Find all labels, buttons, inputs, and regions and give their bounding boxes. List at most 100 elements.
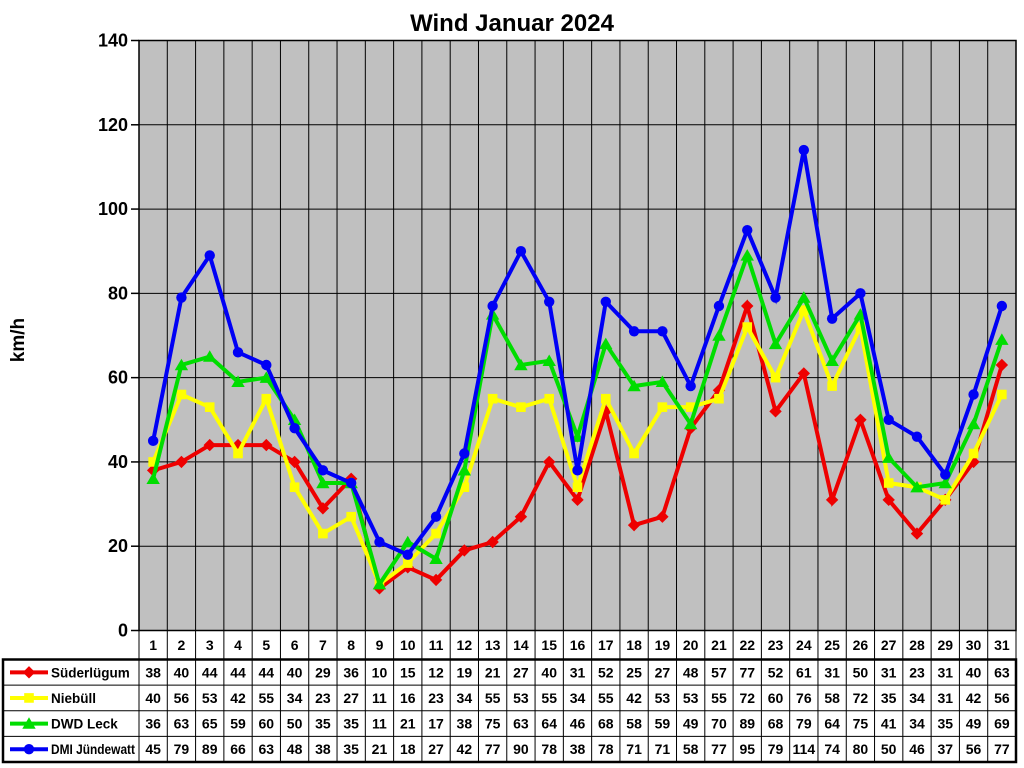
data-point-marker-triangle xyxy=(316,476,330,489)
legend-label: DMI Jündewatt xyxy=(51,742,135,757)
data-point-marker-square xyxy=(600,393,611,404)
table-value-cell: 72 xyxy=(739,690,755,706)
table-value-cell: 29 xyxy=(315,664,331,680)
table-value-cell: 53 xyxy=(513,690,529,706)
table-value-cell: 65 xyxy=(202,716,218,732)
table-value-cell: 57 xyxy=(711,664,727,680)
table-value-cell: 53 xyxy=(202,690,218,706)
table-value-cell: 77 xyxy=(711,741,727,757)
data-point-marker-circle xyxy=(261,359,272,371)
table-value-cell: 64 xyxy=(541,716,557,732)
data-point-marker-triangle xyxy=(259,371,274,383)
table-value-cell: 79 xyxy=(174,741,190,757)
data-point-marker-square xyxy=(318,528,328,539)
day-header-cell: 18 xyxy=(626,637,642,653)
table-value-cell: 35 xyxy=(937,716,953,732)
data-point-marker-triangle xyxy=(966,417,981,430)
data-point-marker-circle xyxy=(798,144,810,156)
legend-label: DWD Leck xyxy=(51,717,118,732)
day-header-cell: 19 xyxy=(655,637,671,653)
table-value-cell: 41 xyxy=(881,716,897,732)
data-point-marker-diamond xyxy=(458,544,471,557)
day-header-cell: 6 xyxy=(291,637,299,653)
day-header-cell: 25 xyxy=(824,637,840,653)
day-header-cell: 21 xyxy=(711,637,727,653)
data-point-marker-triangle xyxy=(372,577,387,590)
day-header-cell: 23 xyxy=(768,637,784,653)
data-point-marker-diamond xyxy=(288,455,301,469)
table-value-cell: 48 xyxy=(287,741,303,757)
table-value-cell: 10 xyxy=(372,664,388,680)
data-point-marker-square xyxy=(346,511,356,522)
day-header-cell: 3 xyxy=(206,637,214,653)
table-value-cell: 79 xyxy=(768,741,784,757)
table-value-cell: 18 xyxy=(400,741,416,757)
plot-area xyxy=(139,40,1016,631)
data-point-marker-square xyxy=(233,448,243,459)
y-tick-label: 120 xyxy=(98,115,128,135)
data-point-marker-circle xyxy=(600,296,611,307)
data-point-marker-diamond xyxy=(543,455,556,469)
data-point-marker-square xyxy=(289,482,300,493)
table-value-cell: 56 xyxy=(994,690,1010,706)
table-value-cell: 38 xyxy=(315,741,331,757)
data-point-marker-circle xyxy=(544,296,555,307)
data-point-marker-circle xyxy=(232,347,244,358)
data-point-marker-square xyxy=(204,402,215,412)
table-value-cell: 21 xyxy=(485,664,501,680)
table-value-cell: 77 xyxy=(994,741,1010,757)
y-axis-label: km/h xyxy=(8,318,29,362)
y-tick-label: 100 xyxy=(98,199,128,219)
day-header-cell: 31 xyxy=(994,637,1010,653)
table-value-cell: 31 xyxy=(824,664,840,680)
table-value-cell: 38 xyxy=(570,741,586,757)
table-value-cell: 11 xyxy=(372,690,387,706)
table-value-cell: 53 xyxy=(683,690,699,706)
y-tick-label: 0 xyxy=(118,621,128,641)
table-value-cell: 49 xyxy=(966,716,982,732)
table-value-cell: 11 xyxy=(372,716,387,732)
table-value-cell: 70 xyxy=(711,716,727,732)
table-value-cell: 21 xyxy=(372,741,388,757)
data-point-marker-square xyxy=(742,322,753,332)
data-point-marker-triangle xyxy=(825,354,839,366)
data-point-marker-diamond xyxy=(514,510,528,523)
day-header-cell: 26 xyxy=(853,637,869,653)
table-value-cell: 44 xyxy=(230,664,246,680)
table-value-cell: 77 xyxy=(485,741,501,757)
day-header-cell: 13 xyxy=(485,637,501,653)
data-point-marker-square xyxy=(176,389,187,400)
data-point-marker-circle xyxy=(628,326,640,337)
table-value-cell: 78 xyxy=(598,741,614,757)
data-point-marker-circle xyxy=(572,465,583,476)
table-value-cell: 40 xyxy=(966,664,982,680)
data-point-marker-circle xyxy=(911,431,923,442)
table-value-cell: 34 xyxy=(570,690,586,706)
data-point-marker-triangle xyxy=(768,337,783,350)
data-point-marker-square xyxy=(544,393,555,404)
table-value-cell: 74 xyxy=(824,741,840,757)
table-value-cell: 12 xyxy=(428,664,444,680)
table-value-cell: 40 xyxy=(174,664,190,680)
table-value-cell: 31 xyxy=(937,664,953,680)
day-header-cell: 10 xyxy=(400,637,416,653)
day-header-cell: 15 xyxy=(541,637,557,653)
data-point-marker-triangle xyxy=(655,375,670,388)
y-tick-label: 40 xyxy=(108,452,128,472)
data-point-marker-circle xyxy=(289,423,300,434)
data-point-marker-square xyxy=(799,305,809,316)
table-value-cell: 63 xyxy=(513,716,529,732)
data-point-marker-triangle xyxy=(683,417,698,430)
data-point-marker-square xyxy=(459,482,470,493)
data-point-marker-square xyxy=(685,402,696,412)
table-value-cell: 40 xyxy=(287,664,303,680)
data-point-marker-square xyxy=(883,478,894,488)
day-header-cell: 30 xyxy=(966,637,982,653)
table-value-cell: 23 xyxy=(315,690,331,706)
data-point-marker-circle xyxy=(430,511,442,522)
data-point-marker-square xyxy=(657,402,668,412)
data-point-marker-diamond xyxy=(429,573,443,587)
data-point-marker-triangle xyxy=(203,350,217,362)
